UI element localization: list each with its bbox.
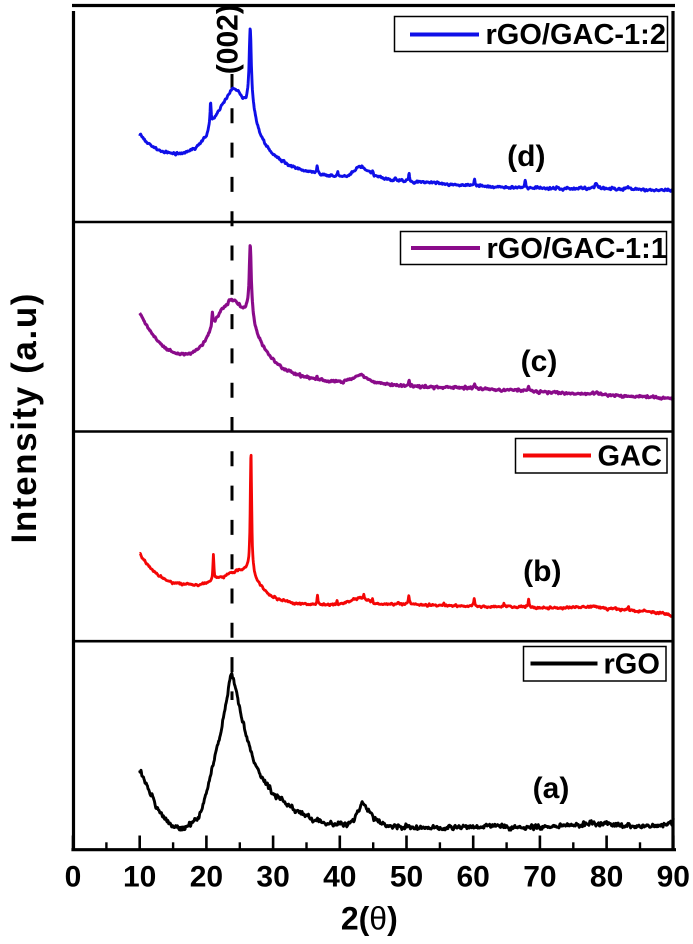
svg-text:Intensity (a.u): Intensity (a.u) xyxy=(5,292,44,544)
svg-text:(a): (a) xyxy=(533,772,570,805)
svg-text:10: 10 xyxy=(123,861,156,894)
svg-text:30: 30 xyxy=(256,861,289,894)
svg-text:(002): (002) xyxy=(212,4,245,74)
svg-text:20: 20 xyxy=(190,861,223,894)
svg-text:rGO/GAC-1:1: rGO/GAC-1:1 xyxy=(487,233,667,265)
svg-text:(b): (b) xyxy=(523,555,561,588)
svg-text:80: 80 xyxy=(590,861,623,894)
svg-text:(d): (d) xyxy=(507,140,545,173)
svg-text:70: 70 xyxy=(523,861,556,894)
svg-text:GAC: GAC xyxy=(598,441,663,473)
svg-text:2(θ): 2(θ) xyxy=(341,901,398,937)
svg-text:90: 90 xyxy=(657,861,690,894)
svg-text:rGO: rGO xyxy=(604,649,660,681)
svg-text:rGO/GAC-1:2: rGO/GAC-1:2 xyxy=(486,19,666,51)
svg-text:0: 0 xyxy=(65,861,82,894)
svg-text:40: 40 xyxy=(323,861,356,894)
svg-text:(c): (c) xyxy=(521,345,558,378)
svg-text:60: 60 xyxy=(457,861,490,894)
svg-text:50: 50 xyxy=(390,861,423,894)
